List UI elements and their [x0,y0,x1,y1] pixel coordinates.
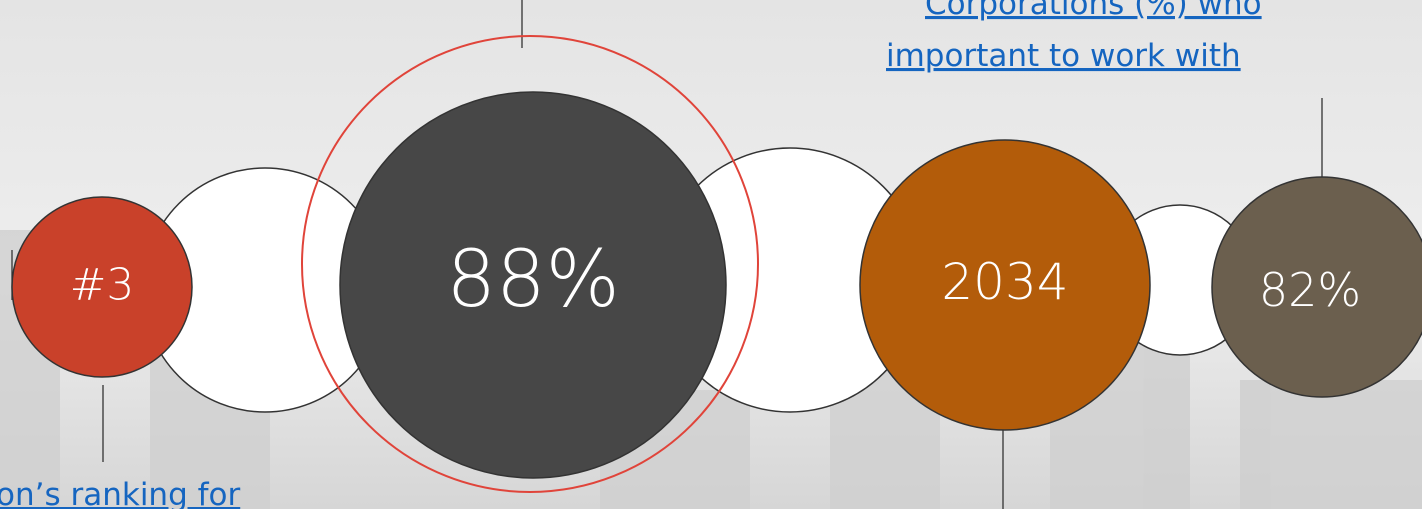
stat-value: #3 [70,260,135,311]
stat-caption-link[interactable]: Corporations (%) who [925,0,1262,22]
page: #3 88% 2034 82% Corporations (%) who imp… [0,0,1422,509]
stat-caption-link[interactable]: on’s ranking for [0,477,240,509]
stat-value: 88% [446,235,619,325]
stat-caption-link[interactable]: important to work with [886,38,1241,74]
stat-value: 82% [1259,263,1361,317]
stat-value: 2034 [941,253,1068,311]
